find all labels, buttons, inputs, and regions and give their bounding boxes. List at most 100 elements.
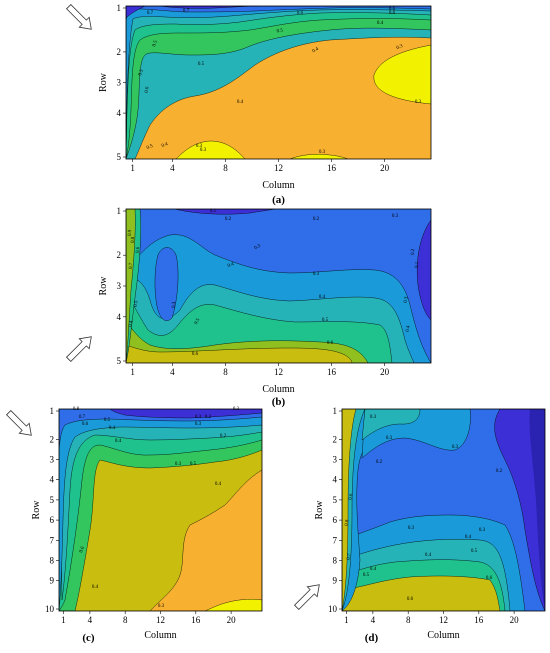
y-tick-label-c: 1	[50, 406, 55, 416]
contour-label-b: 0.4	[227, 262, 235, 269]
contour-label-d: 0.5	[471, 549, 478, 554]
contour-label-a: 0.5	[152, 40, 159, 48]
contour-label-a: 0.3	[200, 148, 207, 153]
x-tick-label-b: 16	[327, 367, 337, 377]
contour-label-a: 0.4	[237, 100, 244, 105]
x-tick-label-b: 4	[170, 367, 175, 377]
contour-label-a: 0.6	[297, 11, 304, 16]
y-tick-label-b: 2	[117, 250, 122, 260]
y-tick-label-c: 5	[50, 495, 55, 505]
contour-label-d: 0.4	[425, 553, 432, 558]
contour-label-b: 0.5	[322, 318, 329, 323]
contour-fill-c	[59, 409, 262, 611]
contour-label-b: 0.3	[172, 301, 178, 308]
x-tick-label-d: 12	[439, 615, 448, 625]
y-tick-label-c: 3	[50, 455, 55, 465]
contour-label-c: 0.3	[195, 422, 202, 427]
panel-caption-b: (b)	[272, 396, 286, 408]
contour-label-d: 0.3	[452, 445, 459, 450]
contour-label-a: 0.5	[146, 144, 154, 151]
panel-caption-a: (a)	[272, 194, 285, 206]
x-tick-label-c: 16	[191, 615, 201, 625]
contour-label-a: 0.4	[312, 47, 320, 55]
x-tick-label-b: 12	[274, 367, 283, 377]
x-tick-label-c: 12	[156, 615, 165, 625]
contour-labels-c: 0.80.70.60.50.40.40.30.30.30.60.40.30.20…	[73, 407, 240, 609]
x-tick-label-d: 1	[344, 615, 349, 625]
contour-fill-d	[342, 409, 545, 611]
contour-label-c: 0.4	[92, 585, 99, 590]
y-axis-label-b: Row	[98, 276, 109, 296]
inlet-arrow-b	[65, 336, 92, 363]
x-tick-label-c: 1	[61, 615, 66, 625]
x-tick-label-d: 20	[510, 615, 520, 625]
contour-label-d: 0.2	[376, 460, 383, 465]
contour-label-d: 0.6	[407, 597, 414, 602]
contour-label-d: 0.3	[408, 526, 415, 531]
y-tick-label-d: 9	[333, 576, 338, 586]
y-tick-label-d: 8	[333, 556, 338, 566]
contour-label-d: 0.6	[349, 493, 355, 501]
y-tick-label-b: 5	[117, 356, 122, 366]
contour-label-c: 0.6	[79, 546, 86, 554]
panel-caption-d: (d)	[365, 632, 379, 644]
y-tick-label-a: 2	[117, 47, 122, 57]
contour-label-b: 0.1	[210, 209, 217, 214]
inlet-arrow-d	[293, 584, 320, 611]
x-axis-label-b: Column	[262, 384, 294, 395]
y-axis-label-c: Row	[31, 500, 42, 520]
contour-label-d: 0.4	[465, 535, 472, 540]
panel-d: 0.30.30.20.30.20.30.40.60.50.40.30.40.50…	[341, 408, 546, 612]
contour-label-a: 0.6	[389, 11, 396, 16]
y-tick-label-d: 10	[328, 604, 338, 614]
contour-label-d: 0.4	[370, 567, 377, 572]
contour-label-b: 0.6	[327, 341, 334, 346]
x-axis-label-d: Column	[427, 630, 459, 641]
y-tick-label-d: 3	[333, 455, 338, 465]
contour-labels-d: 0.30.30.20.30.20.30.40.60.50.40.30.40.50…	[345, 415, 503, 602]
y-axis-label-d: Row	[314, 500, 325, 520]
contour-label-a: 0.3	[196, 144, 203, 149]
contour-label-a: 0.3	[319, 150, 326, 155]
contour-label-c: 0.5	[190, 462, 197, 467]
contour-label-a: 0.7	[147, 11, 154, 16]
contour-label-b: 0.2	[313, 217, 320, 222]
y-tick-label-c: 10	[45, 604, 55, 614]
x-tick-label-c: 20	[227, 615, 237, 625]
contour-label-c: 0.2	[220, 434, 227, 439]
contour-label-b: 0.5	[194, 317, 202, 325]
x-tick-label-c: 4	[88, 615, 93, 625]
contour-label-b: 0.2	[225, 217, 232, 222]
x-tick-label-b: 8	[223, 367, 228, 377]
contour-label-b: 0.3	[392, 214, 399, 219]
y-tick-label-b: 3	[117, 281, 122, 291]
contour-label-d: 0.3	[370, 415, 377, 420]
y-tick-label-a: 4	[117, 108, 122, 118]
y-tick-label-c: 9	[50, 576, 55, 586]
contour-label-a: 0.4	[161, 142, 169, 149]
contour-label-a: 0.4	[377, 21, 384, 26]
x-tick-label-a: 20	[380, 163, 390, 173]
y-tick-label-c: 2	[50, 434, 55, 444]
contour-label-d: 0.7	[347, 553, 353, 561]
contour-label-a: 0.6	[145, 86, 151, 94]
contour-label-d: 0.3	[386, 436, 393, 441]
y-tick-label-d: 5	[333, 495, 338, 505]
y-tick-label-b: 4	[117, 312, 122, 322]
contour-label-c: 0.6	[82, 422, 89, 427]
panel-b: 0.1 0.2 0.2 0.3 0.3 0.3 0.4 0.4 0.5 0.5 0.6 0.6 0.2 0…	[125, 208, 432, 364]
y-tick-label-c: 7	[50, 535, 55, 545]
x-tick-label-d: 16	[474, 615, 484, 625]
contour-label-a: 0.3	[396, 44, 404, 51]
y-tick-label-d: 2	[333, 434, 338, 444]
x-tick-label-a: 8	[223, 163, 228, 173]
x-tick-label-d: 8	[406, 615, 411, 625]
y-tick-label-d: 1	[333, 406, 338, 416]
x-tick-label-b: 20	[380, 367, 390, 377]
y-tick-label-d: 7	[333, 535, 338, 545]
contour-label-d: 0.6	[486, 576, 493, 581]
contour-label-b: 0.7	[129, 262, 135, 269]
contour-label-a: 0.5	[138, 69, 145, 77]
